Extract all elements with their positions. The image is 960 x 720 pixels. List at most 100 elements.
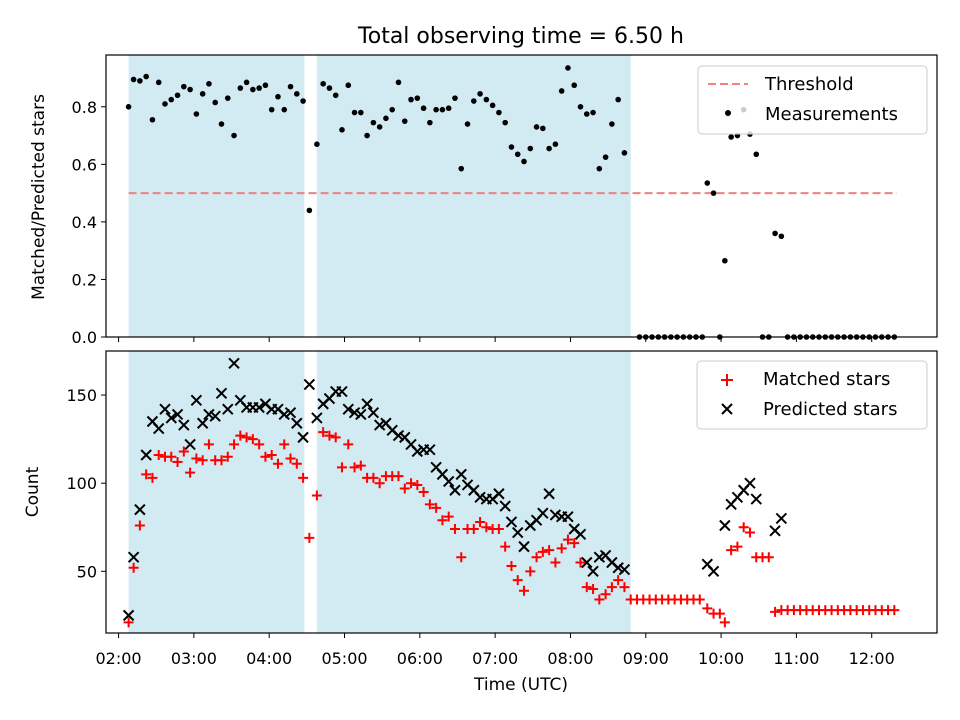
measurement-point (596, 165, 603, 172)
measurement-point (445, 105, 452, 112)
matched-star-marker (694, 594, 705, 605)
x-tick-label: 04:00 (246, 649, 292, 668)
matched-star-marker (437, 515, 448, 526)
predicted-star-marker (184, 438, 196, 451)
measurement-point (174, 92, 181, 99)
matched-star-marker (191, 453, 202, 464)
matched-star-marker (424, 499, 435, 510)
measurement-point (577, 103, 584, 110)
measurement-point (540, 125, 546, 132)
matched-star-marker (613, 575, 624, 586)
measurement-point (583, 111, 590, 117)
matched-star-marker (562, 534, 573, 545)
measurement-point (753, 151, 760, 158)
predicted-star-marker (284, 406, 297, 419)
predicted-star-marker (581, 556, 593, 569)
measurement-point (470, 98, 477, 104)
measurement-point (287, 83, 294, 90)
measurement-point (212, 99, 219, 106)
matched-star-marker (166, 451, 177, 462)
measurement-point (558, 88, 565, 94)
measurement-point (565, 65, 571, 71)
measurement-point (710, 190, 717, 196)
matched-star-marker (298, 472, 309, 483)
predicted-star-marker (512, 526, 524, 539)
predicted-star-marker (769, 525, 781, 537)
bottom-y-tick-label: 150 (66, 386, 97, 405)
predicted-star-marker (719, 519, 731, 532)
measurement-point (358, 109, 364, 116)
measurement-point (125, 103, 132, 110)
matched-star-marker (531, 552, 542, 563)
measurement-point (389, 106, 396, 113)
measurement-point (224, 95, 231, 101)
predicted-star-marker (707, 565, 720, 578)
legend-measurements-label: Measurements (765, 104, 898, 125)
predicted-star-marker (518, 540, 530, 553)
matched-star-marker (702, 603, 713, 614)
matched-star-marker (544, 545, 555, 556)
matched-star-marker (216, 455, 227, 466)
matched-star-marker (763, 552, 774, 563)
top-y-axis-label: Matched/Predicted stars (29, 94, 49, 300)
matched-star-marker (147, 472, 158, 483)
measurement-point (571, 82, 578, 89)
predicted-star-marker (499, 500, 511, 512)
measurement-point (206, 80, 212, 87)
predicted-star-marker (222, 403, 234, 415)
matched-star-marker (581, 582, 592, 593)
legend-matched-marker (721, 374, 733, 386)
matched-star-marker (153, 449, 164, 460)
matched-star-marker (254, 439, 265, 450)
measurement-point (143, 73, 149, 80)
matched-star-marker (172, 457, 183, 468)
bottom-y-tick-label: 50 (77, 562, 97, 581)
measurement-point (137, 78, 143, 84)
predicted-star-marker (775, 512, 788, 525)
measurement-point (199, 91, 206, 97)
measurement-point (521, 158, 527, 165)
matched-star-marker (203, 439, 214, 450)
x-tick-label: 08:00 (547, 649, 593, 668)
matched-star-marker (556, 543, 567, 554)
predicted-star-marker (455, 468, 467, 481)
predicted-star-marker (493, 488, 505, 500)
matched-star-marker (475, 516, 486, 527)
measurement-point (250, 86, 256, 93)
measurement-point (262, 82, 269, 89)
measurement-point (294, 91, 300, 97)
x-axis-label: Time (UTC) (473, 675, 568, 695)
measurement-point (162, 101, 168, 107)
measurement-point (281, 106, 288, 113)
measurement-point (326, 85, 333, 91)
measurement-point (256, 85, 262, 91)
measurement-point (320, 80, 326, 87)
predicted-star-marker (562, 510, 574, 523)
matched-star-marker (493, 524, 504, 535)
legend-measurement-marker (725, 110, 731, 116)
measurement-point (193, 111, 200, 117)
matched-star-marker (412, 479, 423, 490)
x-tick-label: 10:00 (698, 649, 744, 668)
measurement-point (728, 134, 734, 140)
matched-star-marker (468, 524, 479, 535)
x-tick-label: 05:00 (321, 649, 367, 668)
predicted-star-marker (543, 488, 555, 500)
matched-star-marker (519, 585, 530, 596)
matched-star-marker (456, 552, 467, 563)
matched-star-marker (343, 439, 354, 450)
matched-star-marker (272, 458, 283, 469)
predicted-star-marker (190, 394, 203, 407)
matched-star-marker (324, 430, 335, 441)
matched-star-marker (500, 541, 511, 552)
matched-star-marker (481, 522, 492, 533)
matched-star-marker (349, 462, 360, 473)
measurement-point (414, 95, 421, 101)
matched-star-marker (719, 617, 730, 628)
measurement-point (433, 106, 439, 113)
matched-star-marker (247, 434, 258, 445)
matched-star-marker (241, 432, 252, 443)
matched-star-marker (304, 532, 315, 543)
top-y-tick-label: 0.0 (72, 328, 97, 347)
top-panel: 0.00.20.40.60.8 Matched/Predicted stars … (29, 54, 938, 347)
